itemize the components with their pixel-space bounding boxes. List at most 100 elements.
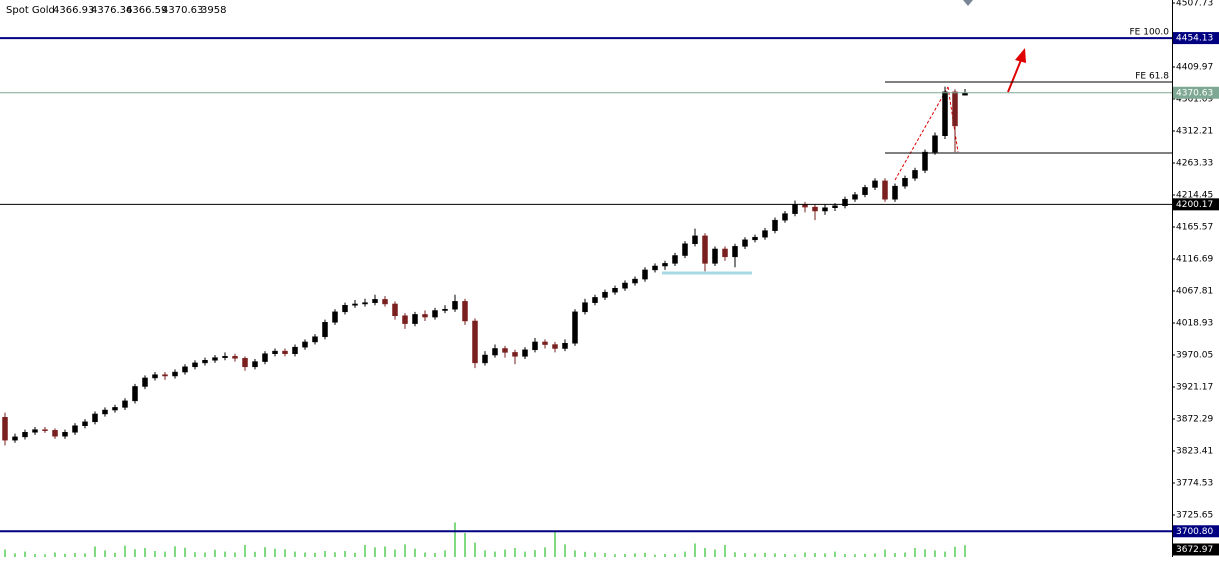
candle-body xyxy=(642,269,648,280)
candle-body xyxy=(322,322,328,337)
y-tick-label: 4263.33 xyxy=(1176,158,1213,168)
y-tick-label: 3970.05 xyxy=(1176,350,1213,360)
y-tick-label: 4067.81 xyxy=(1176,286,1213,296)
candle-body xyxy=(352,303,358,306)
price-level-tag xyxy=(1173,32,1219,45)
fe-level-label: FE 100.0 xyxy=(1130,28,1170,38)
candle-body xyxy=(272,350,278,354)
candle-body xyxy=(62,432,68,437)
candle-body xyxy=(312,336,318,343)
candle-body xyxy=(822,207,828,212)
candle-body xyxy=(422,314,428,318)
candle-body xyxy=(792,204,798,214)
price-level-tag xyxy=(1173,525,1219,538)
candle-body xyxy=(252,361,258,368)
candle-body xyxy=(852,194,858,200)
candle-body xyxy=(732,246,738,258)
arrow-shaft xyxy=(1007,59,1022,93)
candle-body xyxy=(502,348,508,353)
y-tick-label: 4409.97 xyxy=(1176,62,1213,72)
candle-body xyxy=(242,358,248,368)
candle-body xyxy=(592,297,598,303)
candle-body xyxy=(222,356,228,358)
candle-body xyxy=(712,248,718,264)
candle-body xyxy=(22,432,28,438)
candle-body xyxy=(722,248,728,258)
candle-body xyxy=(462,301,468,322)
candle-body xyxy=(802,204,808,208)
price-level-label: 3672.97 xyxy=(1176,545,1213,555)
high-value: 4376.36 xyxy=(91,5,132,16)
candle-body xyxy=(402,315,408,324)
y-tick-label: 4165.57 xyxy=(1176,222,1213,232)
candle-body xyxy=(132,386,138,402)
y-tick-label: 3872.29 xyxy=(1176,414,1213,424)
y-tick-label: 3921.17 xyxy=(1176,382,1213,392)
candle-body xyxy=(482,354,488,364)
y-tick-label: 4361.09 xyxy=(1176,94,1213,104)
candle-body xyxy=(212,357,218,361)
candle-body xyxy=(452,301,458,310)
candle-body xyxy=(842,198,848,207)
candle-body xyxy=(892,185,898,200)
y-tick-label: 4507.73 xyxy=(1176,0,1213,8)
candle-body xyxy=(382,299,388,305)
y-tick-label: 3774.53 xyxy=(1176,478,1213,488)
candle-body xyxy=(52,430,58,437)
candle-body xyxy=(432,310,438,318)
candle-body xyxy=(912,170,918,179)
candle-body xyxy=(582,302,588,313)
price-level-tag xyxy=(1173,86,1219,99)
candle-body xyxy=(672,255,678,264)
fibo-trend-line xyxy=(894,86,949,181)
candle-body xyxy=(492,348,498,356)
candle-body xyxy=(152,374,158,379)
candle-body xyxy=(632,278,638,284)
arrow-head xyxy=(1015,48,1026,63)
candle-body xyxy=(142,377,148,387)
candle-body xyxy=(532,341,538,351)
price-level-label: 4454.13 xyxy=(1176,34,1213,44)
candle-body xyxy=(2,416,8,441)
header: Spot Gold 4366.93 4376.36 4366.59 4370.6… xyxy=(6,5,226,16)
candle-body xyxy=(932,135,938,153)
candle-body xyxy=(562,342,568,349)
candle-body xyxy=(332,311,338,323)
candle-body xyxy=(442,308,448,311)
y-tick-label: 3823.41 xyxy=(1176,446,1213,456)
candle-body xyxy=(42,429,48,431)
candle-body xyxy=(542,341,548,345)
candle-body xyxy=(412,314,418,324)
candle-body xyxy=(172,371,178,377)
candle-body xyxy=(942,91,948,136)
candle-body xyxy=(612,288,618,293)
candle-body xyxy=(702,235,708,264)
candle-body xyxy=(82,421,88,426)
candle-body xyxy=(872,180,878,188)
low-value: 4366.59 xyxy=(126,5,167,16)
candle-body xyxy=(952,91,958,127)
y-tick-label: 4312.21 xyxy=(1176,126,1213,136)
candle-body xyxy=(772,219,778,231)
candle-body xyxy=(372,299,378,303)
candle-body xyxy=(682,243,688,256)
candle-body xyxy=(302,341,308,348)
candle-body xyxy=(102,409,108,415)
candle-body xyxy=(602,291,608,298)
candle-body xyxy=(622,282,628,289)
volume-value: 3958 xyxy=(201,5,226,16)
candle-body xyxy=(692,235,698,244)
candle-body xyxy=(282,350,288,354)
candle-body xyxy=(192,362,198,368)
candle-body xyxy=(472,320,478,364)
candle-body xyxy=(652,265,658,271)
y-tick-label: 4214.45 xyxy=(1176,190,1213,200)
candle-body xyxy=(92,413,98,423)
y-tick-label: 4116.69 xyxy=(1176,254,1213,264)
open-value: 4366.93 xyxy=(53,5,94,16)
candle-body xyxy=(12,436,18,441)
y-tick-label: 3725.65 xyxy=(1176,510,1213,520)
price-level-tag xyxy=(1173,543,1219,556)
candle-body xyxy=(782,213,788,221)
